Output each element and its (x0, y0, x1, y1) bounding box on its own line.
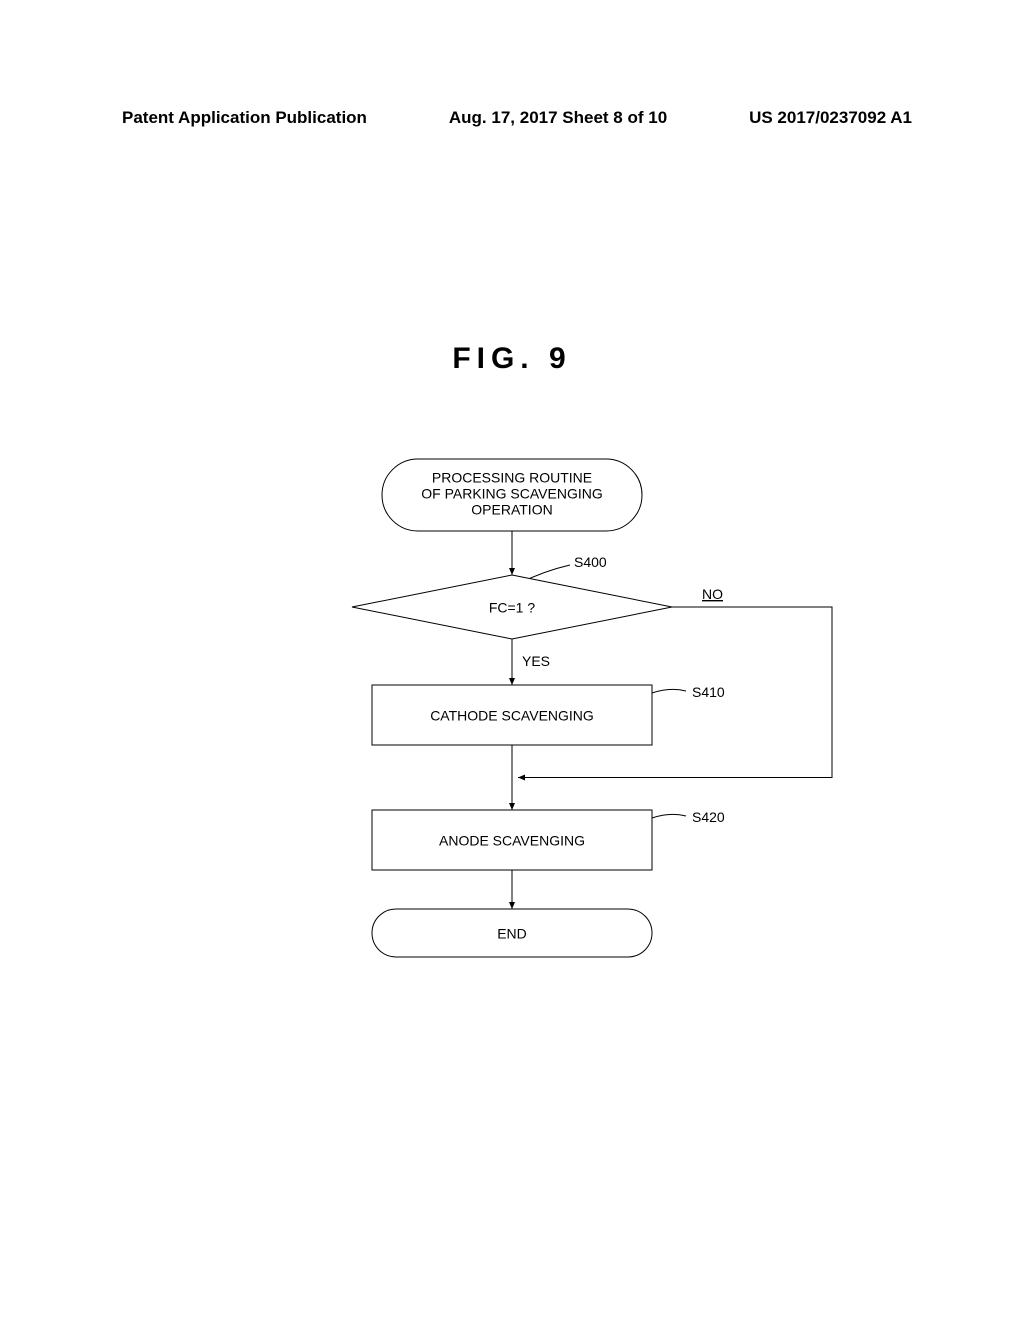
svg-text:FC=1 ?: FC=1 ? (489, 600, 536, 616)
svg-text:ANODE SCAVENGING: ANODE SCAVENGING (439, 833, 585, 849)
svg-text:END: END (497, 926, 527, 942)
svg-text:S410: S410 (692, 684, 725, 700)
svg-text:NO: NO (702, 586, 723, 602)
svg-text:OF PARKING SCAVENGING: OF PARKING SCAVENGING (421, 486, 603, 502)
svg-text:S400: S400 (574, 554, 607, 570)
svg-text:CATHODE SCAVENGING: CATHODE SCAVENGING (430, 708, 594, 724)
header-left: Patent Application Publication (122, 108, 367, 128)
svg-text:S420: S420 (692, 809, 725, 825)
header-right: US 2017/0237092 A1 (749, 108, 912, 128)
header-center: Aug. 17, 2017 Sheet 8 of 10 (449, 108, 667, 128)
svg-text:OPERATION: OPERATION (471, 502, 552, 518)
svg-text:PROCESSING ROUTINE: PROCESSING ROUTINE (432, 470, 592, 486)
flowchart-svg: S400 YES NO S410 S420 PROCESSING ROUTINEOF PA… (112, 435, 912, 975)
figure-title: FIG. 9 (0, 342, 1024, 376)
flowchart-container: S400 YES NO S410 S420 PROCESSING ROUTINEOF PA… (0, 435, 1024, 975)
page-header: Patent Application Publication Aug. 17, … (0, 108, 1024, 128)
svg-text:YES: YES (522, 653, 550, 669)
